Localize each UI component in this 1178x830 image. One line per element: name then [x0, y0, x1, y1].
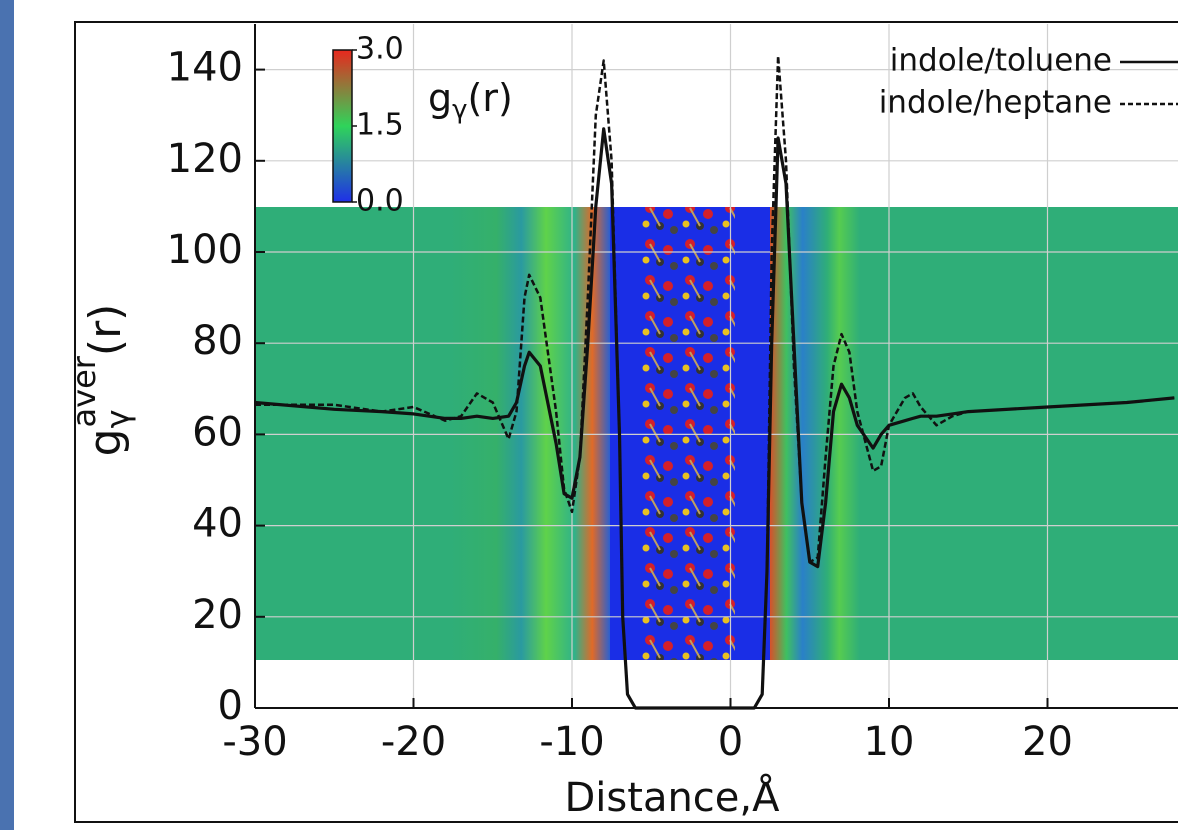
y-axis-label: gγaver(r): [65, 304, 137, 457]
heatmap-image: [255, 207, 1178, 660]
label-part: (r): [80, 304, 131, 356]
y-tick-label: 140: [167, 45, 243, 91]
colorbar-label: gγ(r): [428, 76, 513, 125]
label-part: aver: [65, 355, 103, 427]
y-tick-label: 20: [192, 592, 243, 638]
label-part: γ: [452, 95, 467, 125]
y-tick-label: 0: [218, 683, 243, 729]
legend-label: indole/toluene: [890, 43, 1112, 79]
colorbar-tick-label: 1.5: [356, 108, 404, 143]
x-tick-label: -20: [381, 719, 446, 765]
colorbar-tick-label: 0.0: [356, 184, 404, 219]
y-tick-label: 80: [192, 318, 243, 364]
side-strip: [0, 0, 14, 830]
y-tick-label: 100: [167, 227, 243, 273]
series-line: [255, 54, 1175, 710]
colorbar-bar: [332, 49, 353, 203]
x-tick-label: -10: [539, 719, 604, 765]
label-part: g: [428, 76, 452, 120]
x-axis-label: Distance,Å: [565, 773, 781, 821]
colorbar: 0.0 1.5 3.0 gγ(r): [332, 32, 513, 219]
x-tick-label: 10: [864, 719, 915, 765]
label-part: (r): [468, 76, 513, 120]
y-tick-label: 40: [192, 501, 243, 547]
x-tick-label: 20: [1022, 719, 1073, 765]
y-tick-label: 120: [167, 136, 243, 182]
label-part: γ: [99, 409, 137, 428]
label-part: g: [80, 428, 131, 456]
y-tick-label: 60: [192, 409, 243, 455]
legend-label: indole/heptane: [879, 85, 1112, 121]
axes: -30-20-100102030020406080100120140: [167, 24, 1178, 765]
colorbar-tick-label: 3.0: [356, 32, 404, 67]
x-tick-label: 0: [718, 719, 743, 765]
legend: indole/toluene indole/heptane: [879, 43, 1178, 121]
x-tick-label: -30: [222, 719, 287, 765]
